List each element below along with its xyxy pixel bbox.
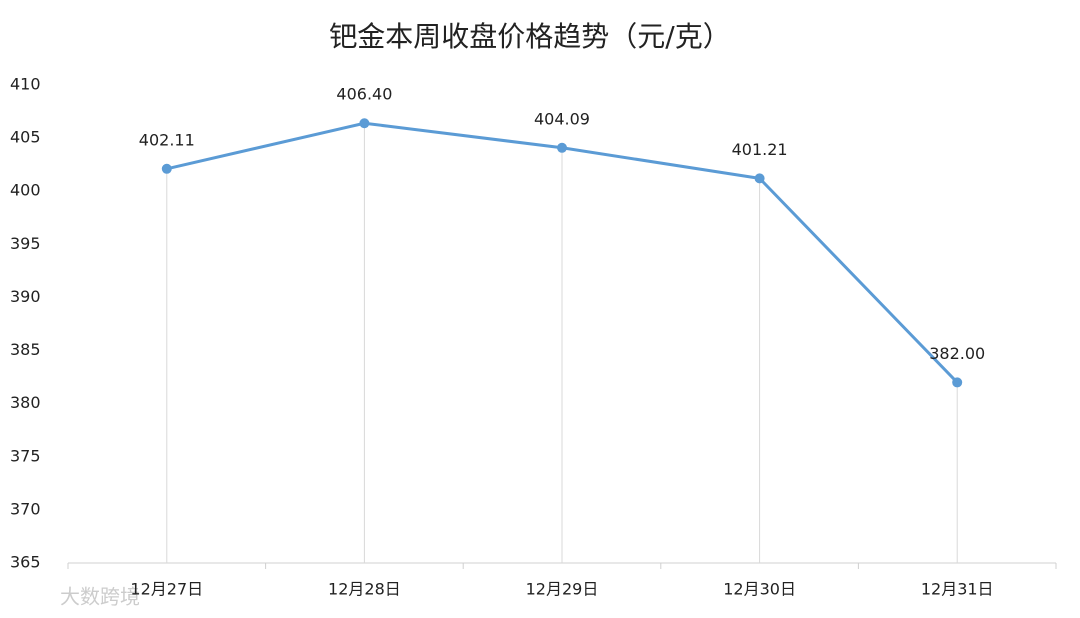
point bbox=[359, 118, 370, 129]
y-tick-label: 400 bbox=[10, 181, 41, 200]
point bbox=[754, 173, 765, 184]
x-tick-label: 12月27日 bbox=[130, 580, 203, 599]
y-tick-label: 365 bbox=[10, 553, 41, 572]
y-tick-label: 405 bbox=[10, 128, 41, 147]
data-label: 401.21 bbox=[732, 140, 788, 159]
x-tick-label: 12月29日 bbox=[526, 580, 599, 599]
x-tick-label: 12月28日 bbox=[328, 580, 401, 599]
y-tick-label: 385 bbox=[10, 340, 41, 359]
x-tick-label: 12月30日 bbox=[723, 580, 796, 599]
data-label: 404.09 bbox=[534, 109, 590, 128]
watermark: 大数跨境 bbox=[60, 585, 140, 609]
y-tick-label: 370 bbox=[10, 499, 41, 518]
data-label: 406.40 bbox=[336, 85, 392, 104]
y-tick-label: 380 bbox=[10, 393, 41, 412]
y-tick-label: 390 bbox=[10, 287, 41, 306]
y-tick-label: 410 bbox=[10, 75, 41, 94]
x-tick-label: 12月31日 bbox=[921, 580, 994, 599]
point bbox=[161, 163, 172, 174]
point bbox=[557, 142, 567, 153]
y-tick-label: 375 bbox=[10, 446, 41, 465]
chart-title: 钯金本周收盘价格趋势（元/克） bbox=[329, 20, 730, 53]
data-label: 382.00 bbox=[929, 344, 985, 363]
y-tick-label: 395 bbox=[10, 234, 41, 253]
point bbox=[952, 377, 963, 388]
data-label: 402.11 bbox=[139, 130, 195, 149]
